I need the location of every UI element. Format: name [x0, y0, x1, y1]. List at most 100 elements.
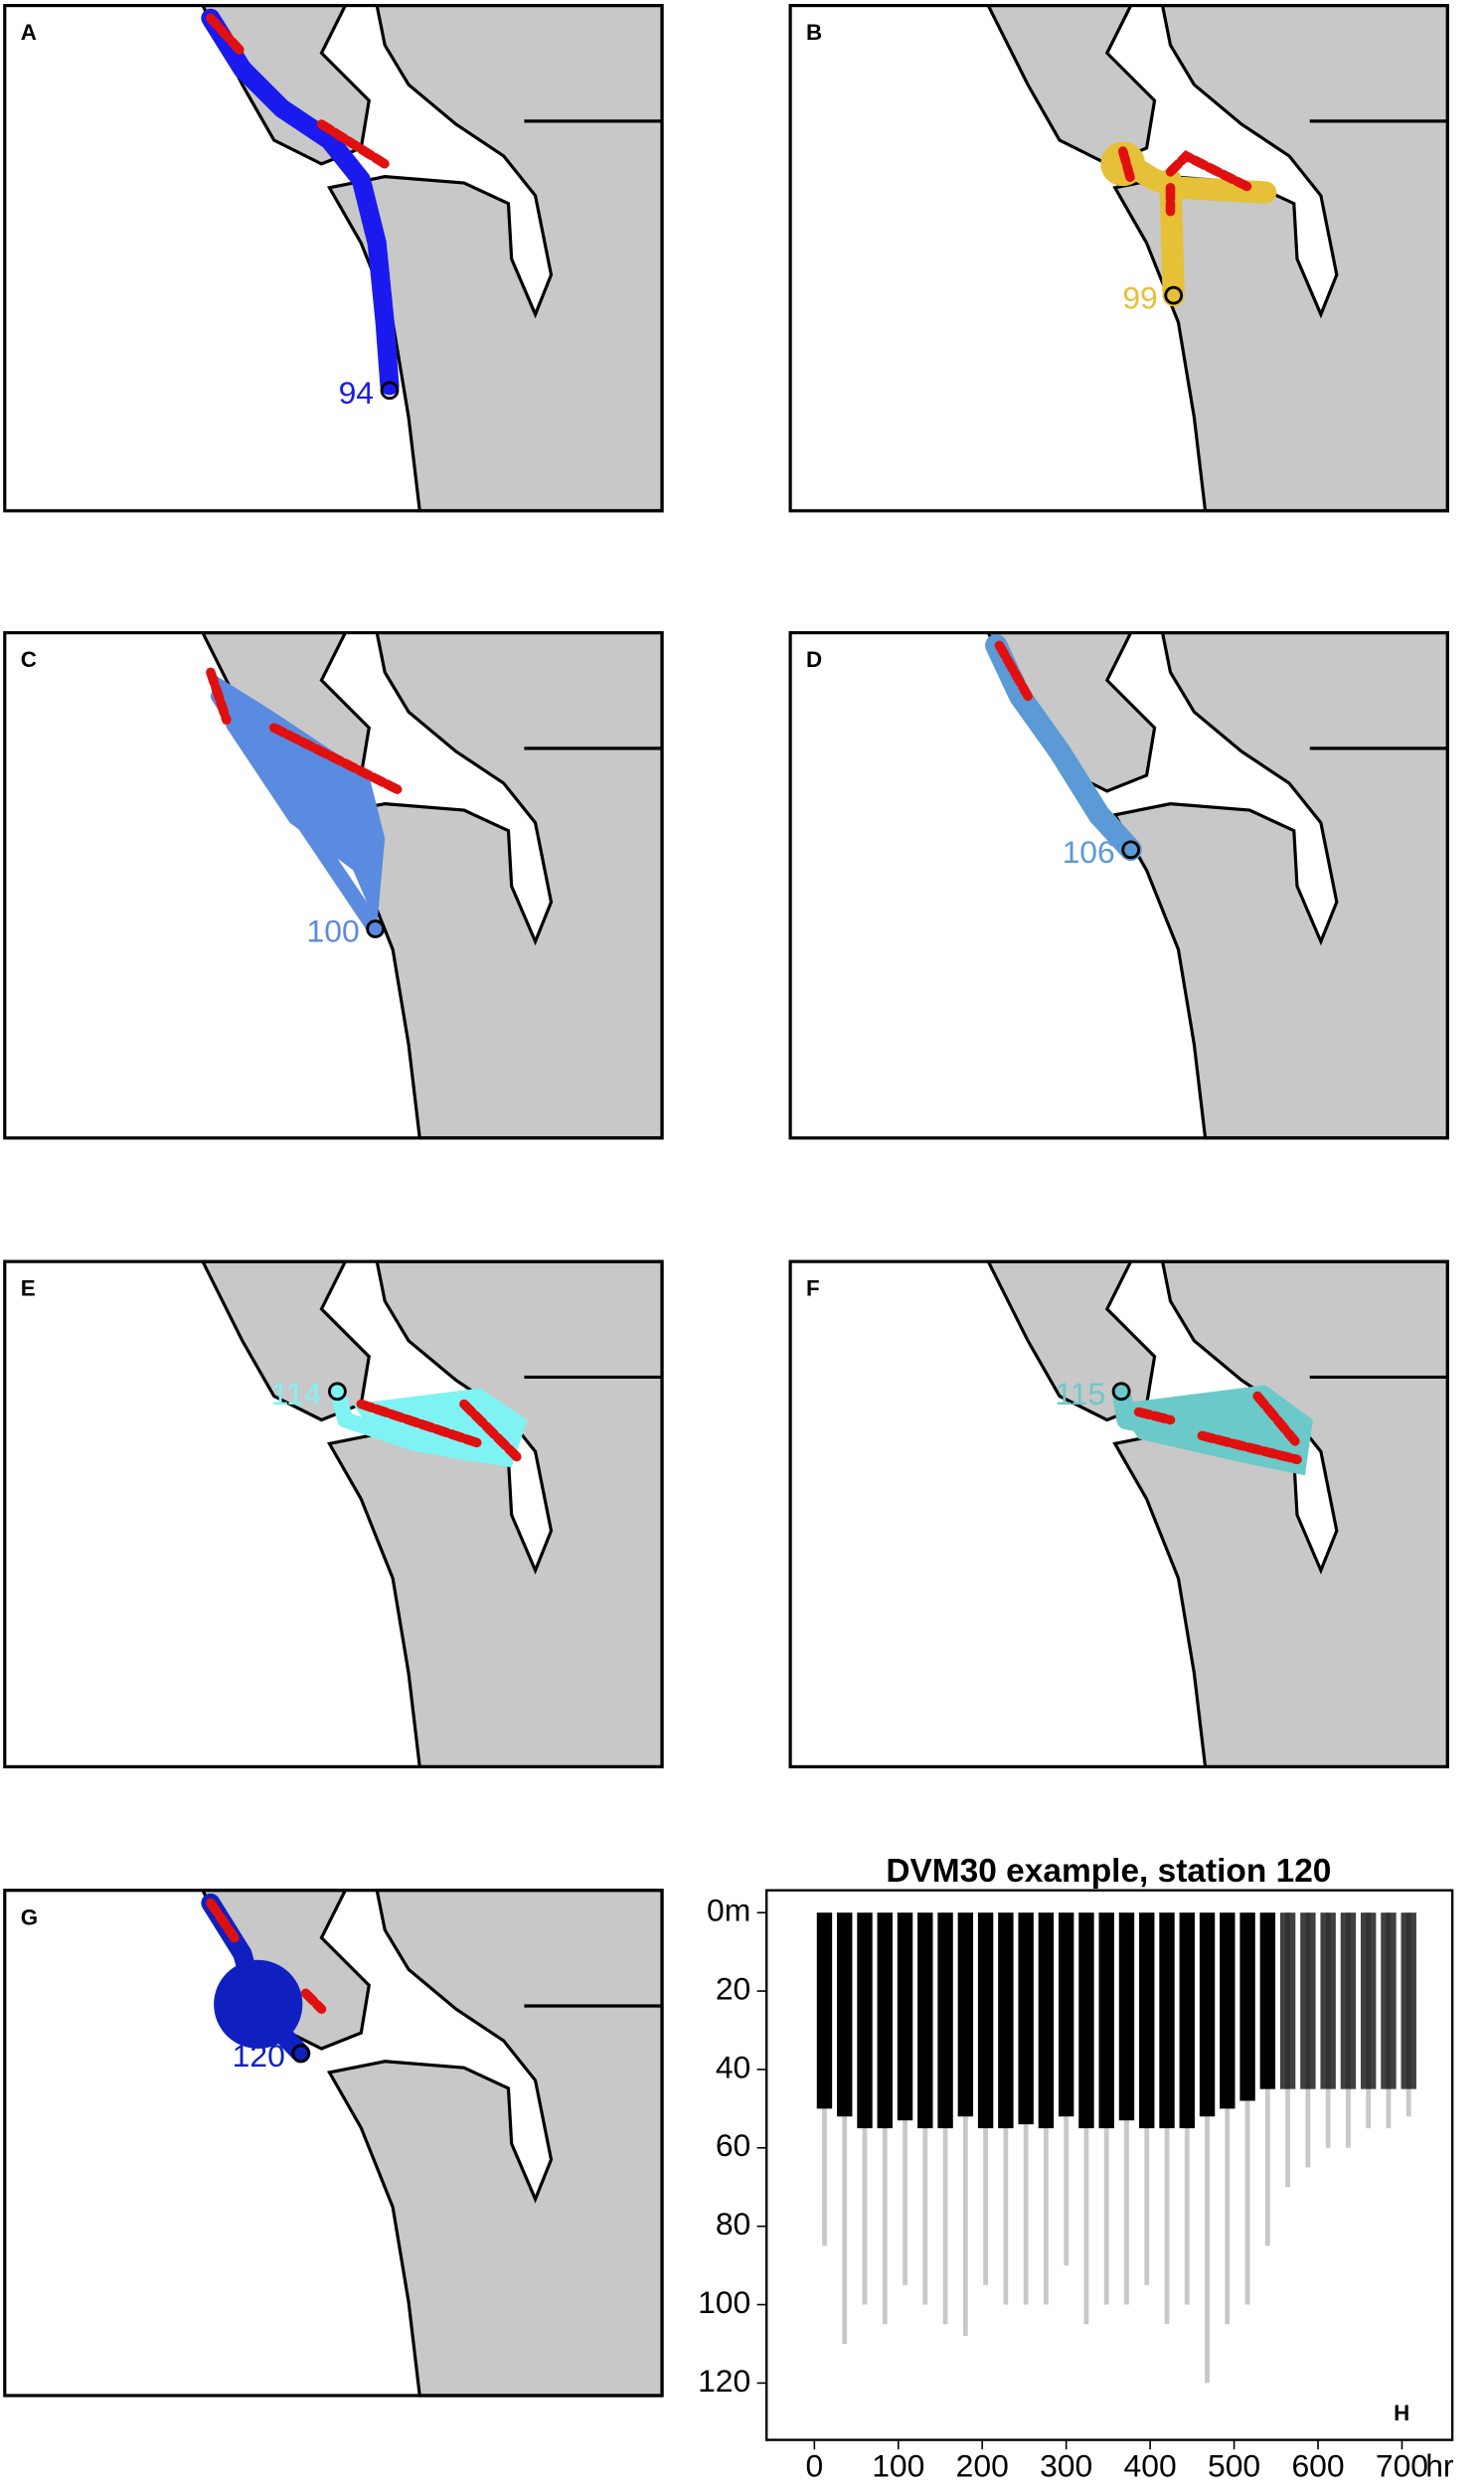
panel-label: H [1394, 2401, 1409, 2425]
depth-core [1038, 1912, 1055, 2129]
x-tick-label: 100 [872, 2448, 924, 2484]
release-point [327, 1382, 347, 1402]
track [329, 1383, 488, 1463]
map-panel: 114 E [3, 1259, 664, 1769]
depth-core [1118, 1912, 1135, 2121]
station-label: 99 [1122, 279, 1157, 315]
settle-track [206, 1898, 240, 1943]
x-tick-label: 500 [1208, 2448, 1260, 2484]
plot-frame [765, 1889, 1454, 2441]
depth-core [837, 1912, 853, 2117]
depth-core [1220, 1912, 1236, 2109]
map-panel: 106 D [788, 630, 1449, 1140]
panel-frame [3, 630, 664, 1140]
depth-core [1139, 1912, 1155, 2129]
depth-core [1320, 1912, 1336, 2089]
depth-core [1340, 1912, 1357, 2089]
settle-track [206, 667, 232, 725]
x-tick-label: 400 [1124, 2448, 1177, 2484]
settle-track [300, 1988, 327, 2014]
settle-track [206, 13, 247, 59]
panel-label: D [806, 647, 822, 672]
depth-core [1078, 1912, 1094, 2129]
settle-track [1165, 150, 1254, 193]
depth-core [1179, 1912, 1195, 2129]
release-point [380, 381, 400, 401]
panel-frame [3, 3, 664, 513]
y-tick-label: 60 [716, 2127, 750, 2163]
depth-core [1381, 1912, 1397, 2089]
panel-label: A [21, 20, 37, 45]
depth-core [1098, 1912, 1114, 2129]
track [1111, 1382, 1212, 1445]
x-tick-label: 0 [805, 2448, 823, 2484]
map-panel: 115 F [788, 1259, 1449, 1769]
depth-core [998, 1912, 1014, 2129]
y-tick-label: 20 [716, 1970, 750, 2006]
depth-core [1259, 1912, 1276, 2089]
release-point [1111, 1382, 1131, 1402]
depth-core [1199, 1912, 1216, 2117]
chart-title: DVM30 example, station 120 [886, 1853, 1331, 1890]
station-label: 120 [233, 2038, 285, 2074]
panel-frame [788, 1259, 1449, 1769]
release-point [1164, 285, 1184, 305]
x-tick-label: 600 [1291, 2448, 1344, 2484]
panel-label: E [21, 1276, 36, 1301]
settle-track [316, 119, 390, 169]
depth-core [1300, 1912, 1316, 2089]
land [1112, 630, 1449, 1140]
settle-track [268, 723, 406, 796]
settle-track [356, 1399, 485, 1449]
land [326, 630, 664, 1140]
station-label: 115 [1055, 1376, 1105, 1411]
depth-core [1239, 1912, 1255, 2101]
panel-frame [3, 1259, 664, 1769]
map-panel: 120 G [3, 1889, 664, 2398]
release-point [366, 919, 386, 938]
station-label: 106 [1063, 834, 1115, 870]
panel-frame [3, 1889, 664, 2398]
panel-label: B [806, 20, 822, 45]
settle-track [994, 640, 1033, 702]
panel-frame [788, 630, 1449, 1140]
x-tick-label: 200 [956, 2448, 1009, 2484]
depth-core [1401, 1912, 1416, 2089]
panel-label: G [21, 1905, 38, 1929]
depth-core [937, 1912, 953, 2129]
station-label: 94 [339, 375, 374, 411]
y-tick-label: 100 [698, 2284, 750, 2320]
depth-core [977, 1912, 994, 2129]
y-tick-label: 40 [716, 2049, 750, 2084]
settle-track [1252, 1391, 1302, 1449]
y-tick-label: 0m [707, 1893, 750, 1928]
map-panel: 99 B [788, 3, 1449, 513]
depth-core [1279, 1912, 1296, 2089]
x-tick-label: 700 [1376, 2448, 1428, 2484]
panel-frame [788, 3, 1449, 513]
depth-core [897, 1912, 913, 2121]
depth-core [816, 1912, 833, 2109]
y-tick-label: 80 [716, 2206, 750, 2241]
settle-track [1133, 1407, 1176, 1425]
panel-label: C [21, 647, 37, 672]
track [985, 634, 1142, 861]
settle-track [1197, 1430, 1302, 1465]
release-point [291, 2044, 311, 2064]
depth-core [1360, 1912, 1377, 2089]
panel-label: F [806, 1276, 820, 1301]
depth-core [917, 1912, 933, 2129]
land [985, 3, 1157, 166]
depth-core [857, 1912, 873, 2129]
depth-core [877, 1912, 893, 2129]
x-unit: hr [1425, 2448, 1454, 2484]
track [210, 688, 384, 937]
x-tick-label: 300 [1040, 2448, 1092, 2484]
release-point [1121, 840, 1141, 860]
map-panel: 100 C [3, 630, 664, 1140]
settle-track [1117, 146, 1136, 185]
y-tick-label: 120 [698, 2363, 750, 2399]
map-panel: 94 A [3, 3, 664, 513]
station-label: 100 [307, 913, 360, 949]
